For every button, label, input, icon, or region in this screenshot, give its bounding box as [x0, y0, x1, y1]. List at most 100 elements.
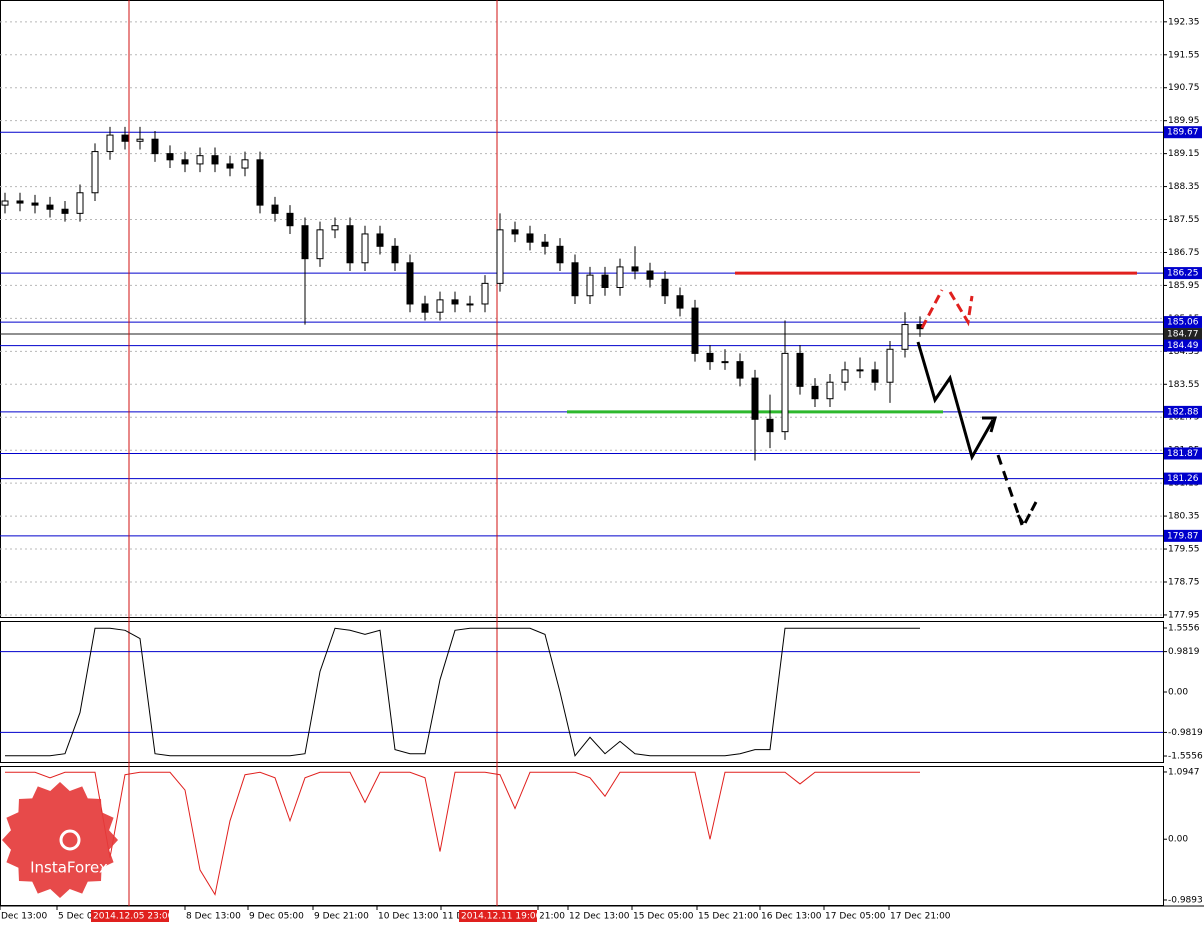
level-label: 184.49: [1167, 341, 1199, 351]
candle-body: [31, 202, 39, 206]
level-label-box: [1164, 339, 1202, 352]
y-tick-label: 190.75: [1168, 83, 1200, 93]
y-tick-label: 180.35: [1168, 512, 1200, 522]
level-label-box: [1164, 529, 1202, 542]
candle-body: [556, 245, 564, 264]
candle-body: [301, 225, 309, 260]
candle-body: [121, 134, 129, 142]
candle-body: [16, 200, 24, 204]
candle-body: [376, 233, 384, 247]
level-label: 186.25: [1167, 269, 1199, 279]
y-tick-label: 185.95: [1168, 281, 1200, 291]
level-label: 181.87: [1167, 449, 1199, 459]
candle-body: [151, 138, 159, 155]
candle-body: [1, 200, 9, 206]
candle-body: [616, 266, 624, 288]
x-tick-label: 12 Dec 13:00: [569, 912, 630, 922]
y-tick-label: 187.55: [1168, 215, 1200, 225]
forecast-path: [916, 341, 995, 461]
candle-body: [256, 159, 264, 206]
x-tick-label: 11 Dec: [442, 912, 474, 922]
candle-body: [811, 385, 819, 400]
candle-body: [226, 163, 234, 169]
candle-body: [436, 299, 444, 313]
level-label: 179.87: [1167, 531, 1199, 541]
y-tick-label: 177.95: [1168, 610, 1200, 620]
candle-body: [196, 155, 204, 165]
candle-body: [466, 303, 474, 306]
x-tick-label: 8 Dec 13:00: [186, 912, 241, 922]
candle-body: [826, 381, 834, 400]
level-label-box: [1164, 447, 1202, 460]
x-tick-label: 15 Dec 21:00: [698, 912, 759, 922]
candle-body: [331, 225, 339, 231]
candle-body: [421, 303, 429, 313]
y-tick-label: 0.9819: [1168, 647, 1200, 657]
panel-frame: [0, 0, 1164, 618]
y-tick-label: -0.9819: [1168, 728, 1203, 738]
level-label: 184.77: [1167, 330, 1199, 340]
forecast-dashed: [996, 454, 1024, 526]
candle-body: [646, 270, 654, 280]
x-tick-label: 16 Dec 13:00: [761, 912, 822, 922]
indicator-line: [5, 771, 920, 896]
level-label: 185.06: [1167, 318, 1199, 328]
candle-body: [691, 307, 699, 354]
candle-body: [271, 204, 279, 214]
y-tick-label: 189.95: [1168, 116, 1200, 126]
forecast-red-up: [920, 289, 944, 329]
x-tick-label: 9 Dec 21:00: [314, 912, 369, 922]
candle-body: [781, 352, 789, 433]
marker-label: 2014.12.05 23:00: [93, 912, 174, 922]
marker-label: 2014.12.11 19:00: [461, 912, 542, 922]
candle-body: [601, 274, 609, 288]
y-tick-label: 1.0947: [1168, 767, 1200, 777]
candle-body: [856, 369, 864, 372]
y-tick-label: 179.55: [1168, 545, 1200, 555]
candle-body: [61, 208, 69, 214]
y-tick-label: 184.35: [1168, 347, 1200, 357]
y-tick-label: -1.5556: [1168, 752, 1203, 762]
candle-body: [901, 324, 909, 350]
y-tick-label: 183.55: [1168, 380, 1200, 390]
forecast-red-down: [948, 291, 974, 327]
candle-body: [871, 369, 879, 383]
x-tick-label: 17 Dec 05:00: [825, 912, 886, 922]
candle-body: [541, 241, 549, 247]
candle-body: [571, 262, 579, 297]
arrow-head: [982, 416, 997, 433]
y-tick-label: 189.15: [1168, 149, 1200, 159]
marker-label-box: [91, 910, 169, 922]
candle-body: [316, 229, 324, 260]
x-tick-label: 17 Dec 21:00: [890, 912, 951, 922]
candle-body: [286, 212, 294, 227]
candle-body: [586, 274, 594, 297]
candle-body: [511, 229, 519, 235]
candle-body: [241, 159, 249, 169]
level-label-box: [1164, 316, 1202, 329]
candle-body: [706, 352, 714, 363]
candle-body: [451, 299, 459, 305]
candle-body: [631, 266, 639, 272]
level-label-box: [1164, 126, 1202, 139]
level-label: 181.26: [1167, 474, 1199, 484]
candle-body: [106, 134, 114, 153]
candle-body: [676, 295, 684, 309]
candle-body: [841, 369, 849, 383]
level-label-box: [1164, 405, 1202, 418]
candle-body: [736, 361, 744, 379]
x-tick-label: 5 Dec 0: [58, 912, 93, 922]
candle-body: [391, 245, 399, 264]
candle-body: [496, 229, 504, 284]
candle-body: [661, 278, 669, 297]
x-tick-label: 9 Dec 05:00: [249, 912, 304, 922]
level-label-box: [1164, 472, 1202, 485]
candle-body: [166, 153, 174, 161]
y-tick-label: 191.55: [1168, 50, 1200, 60]
candle-body: [766, 418, 774, 433]
x-tick-label: 10 Dec 13:00: [378, 912, 439, 922]
logo-icon: [59, 829, 81, 851]
candle-body: [181, 159, 189, 165]
candle-body: [76, 192, 84, 214]
